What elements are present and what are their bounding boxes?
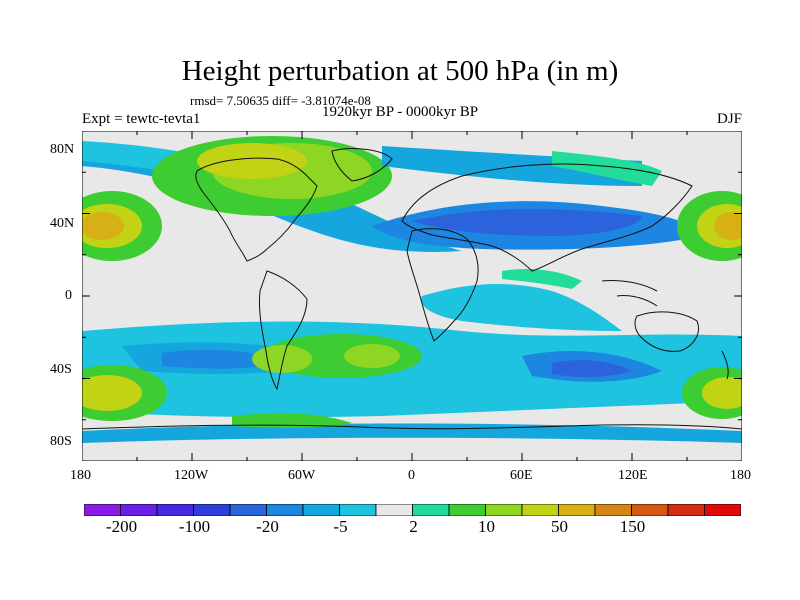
stats-text: rmsd= 7.50635 diff= -3.81074e-08 — [190, 93, 371, 108]
colorbar-label: -20 — [256, 517, 279, 536]
colorbar-label: -100 — [178, 517, 211, 536]
colorbar-swatch — [594, 504, 632, 516]
field-anomaly — [82, 375, 142, 411]
colorbar-label: 10 — [478, 517, 495, 536]
lat-label-0: 0 — [65, 288, 72, 303]
field-anomaly — [344, 344, 400, 368]
lon-label-120w: 120W — [174, 468, 209, 483]
coastline-north-america — [195, 157, 318, 262]
map-panel — [82, 131, 742, 461]
colorbar-swatch — [84, 504, 121, 516]
field-band — [552, 151, 662, 186]
lat-label-80s: 80S — [50, 434, 72, 449]
colorbar-swatch — [375, 504, 413, 516]
field-anomaly — [197, 143, 307, 179]
field-anomaly — [702, 377, 742, 409]
colorbar-label: -5 — [333, 517, 348, 536]
field-band — [232, 413, 352, 428]
colorbar-swatch — [120, 504, 158, 516]
coastline-africa — [406, 228, 479, 342]
field-band — [552, 360, 632, 378]
period-label: 1920kyr BP - 0000kyr BP — [321, 104, 479, 120]
coastline-antarctica — [82, 424, 742, 430]
colorbar-swatch — [448, 504, 486, 516]
lat-label-40s: 40S — [50, 362, 72, 377]
coastline-eurasia — [401, 163, 693, 272]
lon-label-60e: 60E — [510, 468, 533, 483]
colorbar-swatch — [704, 504, 741, 516]
colorbar-label: 150 — [619, 517, 646, 536]
lat-label-40n: 40N — [50, 216, 75, 231]
colorbar-swatch — [631, 504, 669, 516]
field-band — [412, 209, 642, 236]
lon-label-180e: 180 — [730, 468, 751, 483]
field-band — [382, 146, 642, 186]
lon-label-60w: 60W — [288, 468, 316, 483]
lon-label-120e: 120E — [618, 468, 648, 483]
coastline-south-america — [259, 270, 308, 391]
coastline-greenland — [331, 148, 393, 182]
field-anomaly — [82, 212, 124, 240]
colorbar-swatch — [485, 504, 523, 516]
colorbar-swatch — [302, 504, 340, 516]
field-band — [502, 269, 582, 289]
colorbar-label: 50 — [551, 517, 568, 536]
colorbar-swatch — [339, 504, 377, 516]
season-label: DJF — [716, 111, 742, 127]
coastline-new-zealand — [721, 350, 729, 380]
lon-label-0: 0 — [408, 468, 415, 483]
field-band — [82, 423, 742, 443]
colorbar-swatch — [193, 504, 231, 516]
lat-label-80n: 80N — [50, 142, 75, 157]
field-anomaly — [252, 345, 312, 373]
lon-label-180w: 180 — [70, 468, 91, 483]
colorbar-swatch — [558, 504, 596, 516]
map-title: Height perturbation at 500 hPa (in m) — [181, 55, 619, 87]
colorbar-swatch — [667, 504, 705, 516]
coastline-maritime — [601, 280, 658, 307]
colorbar-swatch — [412, 504, 450, 516]
coastlines — [82, 148, 742, 430]
colorbar-label: -200 — [105, 517, 138, 536]
colorbar — [84, 504, 741, 516]
colorbar-swatch — [156, 504, 194, 516]
coastline-australia — [634, 311, 699, 352]
axis-ticks — [82, 131, 742, 461]
colorbar-swatch — [266, 504, 304, 516]
colorbar-swatch — [521, 504, 559, 516]
colorbar-label: 2 — [409, 517, 418, 536]
field-band — [162, 349, 282, 369]
field-anomaly — [714, 212, 742, 240]
colorbar-swatch — [229, 504, 267, 516]
experiment-label: Expt = tewtc-tevta1 — [82, 111, 201, 127]
